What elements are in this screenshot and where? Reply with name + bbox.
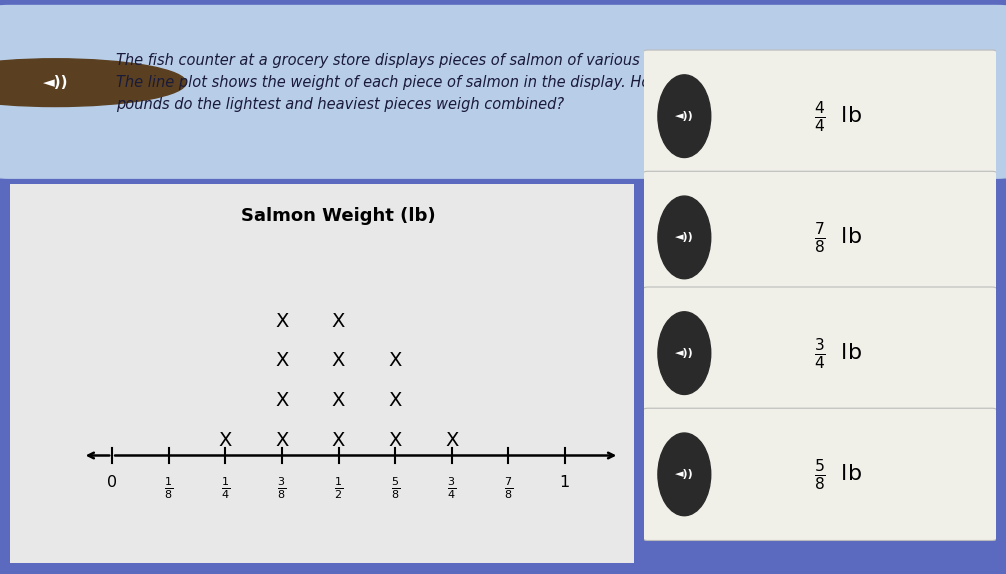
Text: $\frac{5}{8}$  lb: $\frac{5}{8}$ lb bbox=[814, 457, 861, 492]
Text: X: X bbox=[388, 391, 401, 410]
Text: $\frac{3}{8}$: $\frac{3}{8}$ bbox=[278, 475, 287, 501]
FancyBboxPatch shape bbox=[639, 287, 1001, 419]
Text: X: X bbox=[388, 430, 401, 449]
Text: ◄)): ◄)) bbox=[675, 470, 694, 479]
Text: Salmon Weight (lb): Salmon Weight (lb) bbox=[241, 207, 436, 225]
Text: $\frac{1}{4}$: $\frac{1}{4}$ bbox=[220, 475, 230, 501]
FancyBboxPatch shape bbox=[639, 50, 1001, 183]
Text: ◄)): ◄)) bbox=[675, 111, 694, 121]
Text: X: X bbox=[332, 312, 345, 331]
Text: $\frac{5}{8}$: $\frac{5}{8}$ bbox=[390, 475, 399, 501]
Text: X: X bbox=[332, 430, 345, 449]
Text: $\frac{1}{8}$: $\frac{1}{8}$ bbox=[164, 475, 173, 501]
Circle shape bbox=[0, 59, 186, 107]
Circle shape bbox=[658, 312, 710, 394]
Text: $\frac{3}{4}$: $\frac{3}{4}$ bbox=[447, 475, 457, 501]
Text: X: X bbox=[332, 351, 345, 370]
Text: $\frac{7}{8}$: $\frac{7}{8}$ bbox=[504, 475, 513, 501]
Circle shape bbox=[658, 433, 710, 515]
Text: ◄)): ◄)) bbox=[675, 232, 694, 242]
Text: X: X bbox=[276, 391, 289, 410]
Text: X: X bbox=[445, 430, 459, 449]
Text: X: X bbox=[332, 391, 345, 410]
Text: $\frac{3}{4}$  lb: $\frac{3}{4}$ lb bbox=[814, 336, 861, 371]
Text: $\frac{7}{8}$  lb: $\frac{7}{8}$ lb bbox=[814, 220, 861, 255]
FancyBboxPatch shape bbox=[0, 6, 1006, 178]
Text: X: X bbox=[276, 312, 289, 331]
Circle shape bbox=[658, 75, 710, 157]
Text: The fish counter at a grocery store displays pieces of salmon of various weights: The fish counter at a grocery store disp… bbox=[116, 53, 708, 113]
FancyBboxPatch shape bbox=[4, 180, 640, 567]
FancyBboxPatch shape bbox=[639, 171, 1001, 304]
Text: 0: 0 bbox=[107, 475, 118, 490]
Circle shape bbox=[658, 196, 710, 279]
Text: ◄)): ◄)) bbox=[675, 348, 694, 358]
Text: X: X bbox=[276, 351, 289, 370]
Text: X: X bbox=[388, 351, 401, 370]
Text: ◄)): ◄)) bbox=[42, 75, 68, 90]
FancyBboxPatch shape bbox=[639, 408, 1001, 541]
Text: X: X bbox=[276, 430, 289, 449]
Text: X: X bbox=[218, 430, 232, 449]
Text: $\frac{4}{4}$  lb: $\frac{4}{4}$ lb bbox=[814, 99, 861, 134]
Text: $\frac{1}{2}$: $\frac{1}{2}$ bbox=[334, 475, 343, 501]
Text: 1: 1 bbox=[559, 475, 570, 490]
